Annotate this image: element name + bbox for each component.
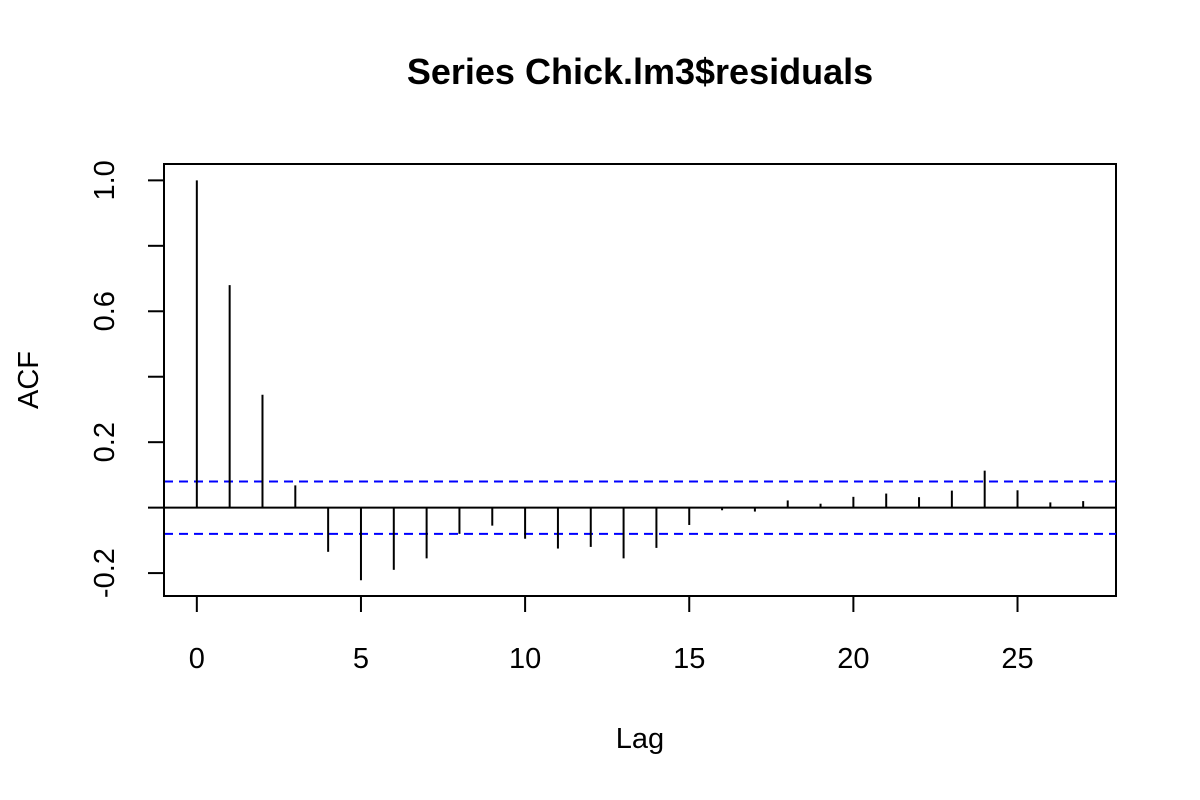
y-tick-label-1.0: 1.0 [89,160,121,200]
x-tick-label-10: 10 [509,643,541,675]
x-tick-label-0: 0 [189,643,205,675]
plot-frame [163,163,1117,597]
plot-marks [164,180,1116,581]
x-tick-label-15: 15 [673,643,705,675]
y-axis: -0.2 0.2 0.6 1.0 [89,160,165,598]
x-tick-label-25: 25 [1001,643,1033,675]
x-axis: 0 5 10 15 20 25 [189,595,1034,675]
y-tick-label-0.6: 0.6 [89,291,121,331]
y-tick-label-0.2: 0.2 [89,422,121,462]
chart-title: Series Chick.lm3$residuals [407,51,873,92]
x-tick-label-5: 5 [353,643,369,675]
y-tick-label--0.2: -0.2 [89,548,121,598]
x-axis-label: Lag [616,723,664,755]
y-axis-label: ACF [13,351,45,409]
x-tick-label-20: 20 [837,643,869,675]
